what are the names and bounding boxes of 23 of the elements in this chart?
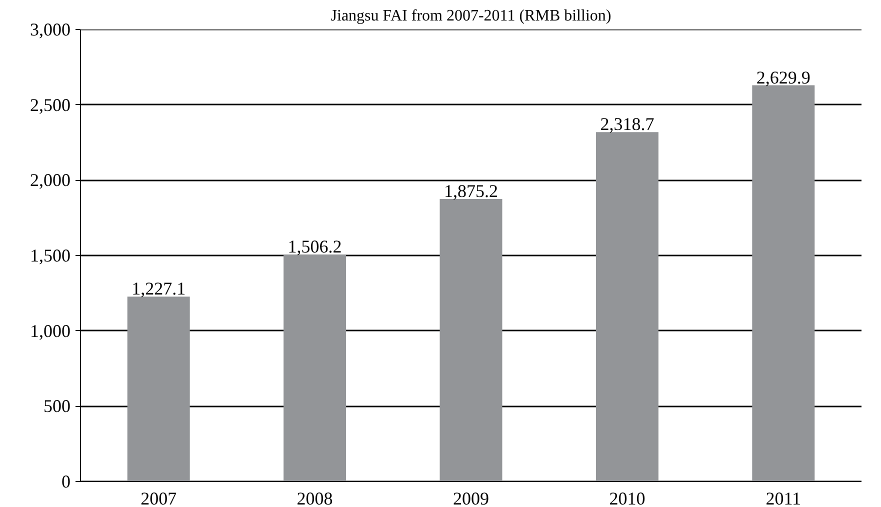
bar	[127, 296, 190, 482]
bar	[284, 254, 346, 482]
bar	[440, 198, 502, 482]
y-tick-label: 0	[62, 472, 70, 492]
data-label: 1,506.2	[288, 236, 342, 257]
x-tick-label: 2009	[453, 488, 489, 507]
data-label: 2,318.7	[600, 114, 654, 134]
bar	[596, 132, 658, 482]
y-tick-label: 2,000	[30, 170, 70, 190]
bar	[752, 85, 815, 482]
data-label: 1,875.2	[444, 180, 498, 201]
y-tick-label: 1,000	[30, 320, 70, 341]
y-tick-label: 500	[44, 396, 70, 416]
chart-title: Jiangsu FAI from 2007-2011 (RMB billion)	[330, 8, 612, 24]
x-tick-label: 2007	[140, 488, 177, 507]
x-tick-label: 2011	[766, 488, 802, 507]
data-label: 2,629.9	[756, 67, 810, 88]
data-label: 1,227.1	[132, 278, 186, 299]
x-tick-label: 2010	[609, 488, 646, 507]
x-tick-label: 2008	[296, 488, 333, 507]
y-tick-label: 2,500	[30, 94, 70, 115]
y-tick-label: 3,000	[30, 20, 70, 40]
y-tick-label: 1,500	[30, 246, 70, 266]
